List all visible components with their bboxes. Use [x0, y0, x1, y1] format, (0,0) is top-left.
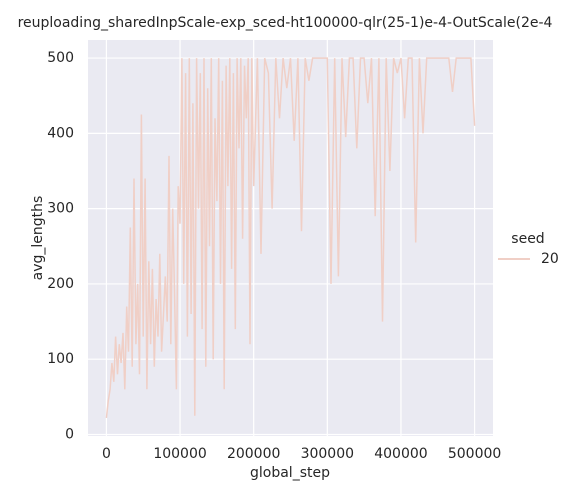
x-tick-label: 200000 — [227, 446, 280, 462]
y-tick-label: 400 — [47, 125, 74, 141]
x-axis-label: global_step — [250, 465, 330, 481]
y-tick-label: 300 — [47, 201, 74, 217]
y-tick-label: 0 — [65, 426, 74, 442]
data-line — [105, 57, 476, 418]
y-tick-label: 200 — [47, 276, 74, 292]
legend-label: 20 — [541, 251, 559, 267]
plot-area — [88, 40, 493, 436]
x-tick-label: 400000 — [374, 446, 427, 462]
x-tick-label: 0 — [102, 446, 111, 462]
x-tick-label: 500000 — [448, 446, 501, 462]
y-tick-label: 500 — [47, 50, 74, 66]
legend-title: seed — [511, 231, 544, 247]
y-axis-label: avg_lengths — [30, 196, 46, 281]
x-tick-label: 100000 — [153, 446, 206, 462]
x-tick-label: 300000 — [301, 446, 354, 462]
y-tick-label: 100 — [47, 351, 74, 367]
chart-title: reuploading_sharedInpScale-exp_sced-ht10… — [18, 15, 553, 31]
